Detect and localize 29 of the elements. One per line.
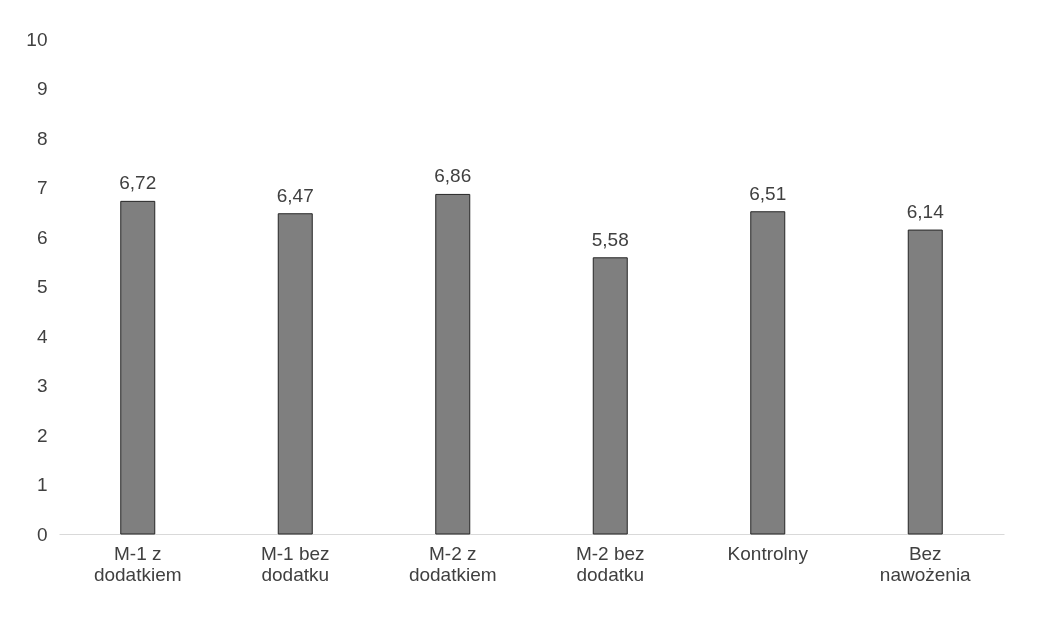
bar	[435, 193, 471, 535]
data-label: 6,51	[749, 182, 787, 204]
x-tick-label: Kontrolny	[727, 542, 809, 564]
y-tick-label: 1	[36, 474, 48, 495]
bar	[907, 229, 943, 535]
y-tick-label: 8	[36, 127, 48, 149]
y-tick-label: 3	[36, 375, 48, 396]
y-tick-label: 0	[36, 523, 48, 545]
data-label: 6,72	[119, 172, 157, 194]
bar	[592, 257, 628, 535]
bar	[120, 200, 156, 535]
y-tick-label: 6	[36, 226, 48, 248]
x-tick-label: M-1 bez dodatku	[260, 542, 330, 585]
y-tick-label: 7	[36, 177, 48, 198]
data-label: 5,58	[591, 228, 629, 250]
y-tick-label: 4	[36, 325, 48, 347]
y-tick-label: 9	[36, 78, 48, 99]
bar	[750, 211, 786, 535]
y-tick-label: 2	[36, 424, 48, 446]
x-tick-label: M-2 z dodatkiem	[408, 542, 497, 585]
data-label: 6,14	[906, 201, 945, 223]
x-tick-label: Bez nawożenia	[879, 542, 972, 585]
x-tick-label: M-1 z dodatkiem	[93, 542, 182, 585]
data-label: 6,47	[276, 184, 314, 206]
x-tick-label: M-2 bez dodatku	[575, 542, 645, 585]
y-tick-label: 5	[36, 276, 48, 297]
y-tick-label: 10	[26, 28, 48, 50]
data-label: 6,86	[434, 165, 472, 187]
bar	[277, 213, 313, 535]
